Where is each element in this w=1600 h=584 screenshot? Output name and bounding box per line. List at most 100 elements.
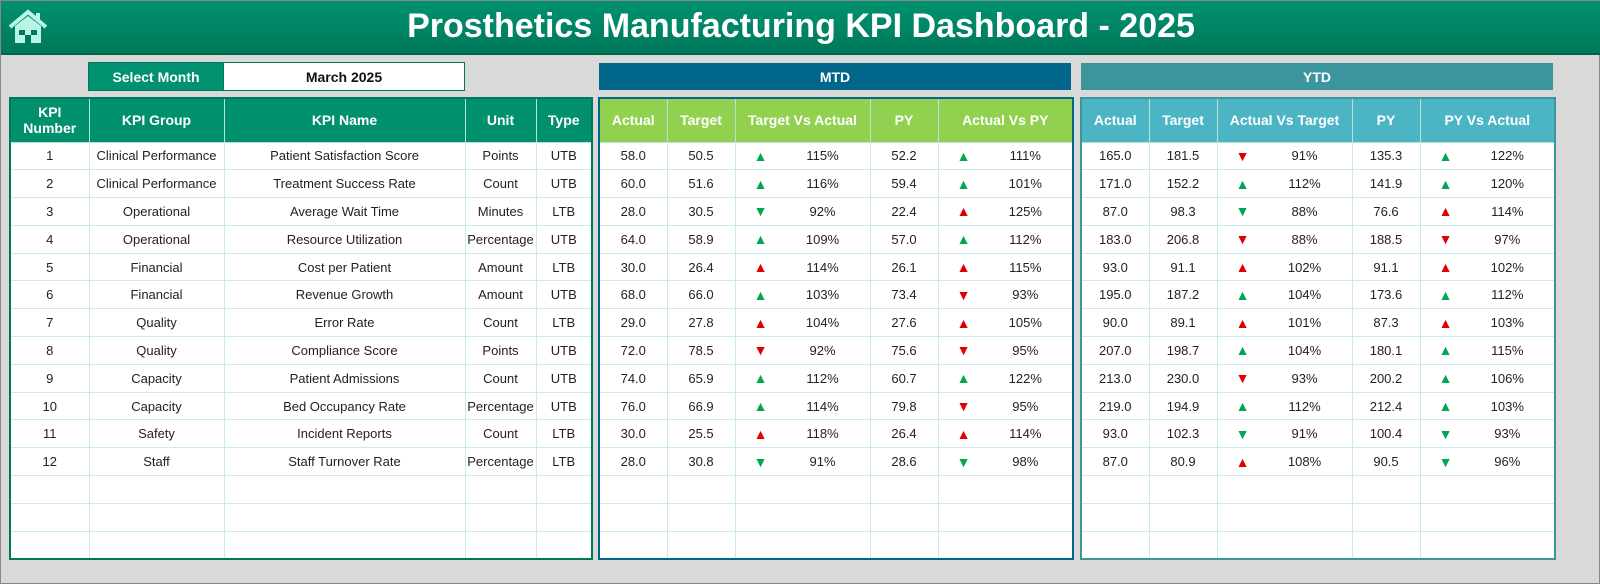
table-row: 93.0 91.1 ▲ 102% 91.1 ▲ 102% [1080,252,1556,282]
actual-vs-target: ▲ 104% [1218,337,1352,364]
actual-vs-py-cell: ▲ 105% [937,308,1074,338]
actual-vs-target: ▲ 108% [1218,448,1352,475]
empty-cell [1419,530,1556,560]
table-row: 9 Capacity Patient Admissions Count UTB [9,363,593,393]
py-vs-actual-percent: 114% [1491,203,1524,219]
mtd-py: 60.7 [869,363,939,393]
mtd-target: 27.8 [666,308,736,338]
kpi-type: UTB [535,391,593,421]
target-vs-actual: ▲ 116% [736,170,870,197]
actual-vs-py-percent: 105% [1008,315,1042,331]
table-row: 1 Clinical Performance Patient Satisfactio… [9,141,593,171]
mtd-target: 26.4 [666,252,736,282]
table-row [598,530,1074,560]
target-vs-actual-percent: 92% [809,203,836,219]
actual-vs-py-percent: 98% [1012,454,1039,470]
py-vs-actual-cell: ▲ 120% [1419,169,1556,199]
py-vs-actual-percent: 120% [1490,176,1524,192]
actual-vs-py-percent: 112% [1009,231,1042,247]
target-vs-actual-percent: 92% [809,342,836,358]
triangle-up-icon: ▲ [956,259,971,276]
py-vs-actual-cell: ▼ 97% [1419,224,1556,254]
kpi-type: LTB [535,308,593,338]
triangle-up-icon: ▲ [1438,370,1453,387]
kpi-group: Capacity [88,391,225,421]
target-vs-actual: ▲ 104% [736,309,870,336]
kpi-num: 2 [9,169,90,199]
triangle-up-icon: ▲ [956,203,971,220]
ytd-actual: 171.0 [1080,169,1150,199]
actual-vs-target-cell: ▼ 88% [1216,224,1353,254]
triangle-up-icon: ▲ [753,286,768,303]
actual-vs-py-percent: 101% [1008,176,1042,192]
triangle-down-icon: ▼ [1235,425,1250,442]
triangle-up-icon: ▲ [1438,314,1453,331]
py-vs-actual: ▼ 97% [1421,226,1555,253]
py-vs-actual: ▲ 114% [1421,198,1555,225]
py-vs-actual-cell: ▲ 102% [1419,252,1556,282]
mtd-actual: 72.0 [598,336,668,365]
month-dropdown[interactable]: March 2025 [223,62,465,91]
target-vs-actual: ▲ 114% [736,254,870,281]
kpi-unit: Amount [464,280,537,310]
mtd-actual: 29.0 [598,308,668,338]
ytd-target: 80.9 [1148,447,1218,477]
kpi-type: LTB [535,252,593,282]
target-vs-actual-cell: ▲ 115% [734,141,871,171]
empty-cell [734,530,871,560]
actual-vs-target-percent: 102% [1287,259,1322,275]
ytd-py: 76.6 [1351,197,1421,226]
kpi-type: UTB [535,141,593,171]
table-row: 6 Financial Revenue Growth Amount UTB [9,280,593,310]
dashboard-title: Prosthetics Manufacturing KPI Dashboard … [407,7,1195,45]
actual-vs-py: ▲ 122% [939,365,1073,392]
kpi-num: 5 [9,252,90,282]
triangle-up-icon: ▲ [1438,175,1453,192]
mtd-banner: MTD [599,63,1071,90]
column-header: KPI Number [9,97,90,143]
triangle-down-icon: ▼ [956,342,971,359]
target-vs-actual-percent: 91% [809,454,836,470]
ytd-py: 90.5 [1351,447,1421,477]
target-vs-actual-percent: 115% [806,148,839,164]
ytd-py: 87.3 [1351,308,1421,338]
table-row: 68.0 66.0 ▲ 103% 73.4 ▼ 93% [598,280,1074,310]
triangle-up-icon: ▲ [1235,286,1250,303]
kpi-unit: Amount [464,252,537,282]
ytd-actual: 195.0 [1080,280,1150,310]
home-icon[interactable] [7,7,49,47]
py-vs-actual-cell: ▼ 96% [1419,447,1556,477]
kpi-unit [464,530,537,560]
kpi-unit: Minutes [464,197,537,226]
kpi-unit: Percentage [464,447,537,477]
kpi-num: 6 [9,280,90,310]
table-row: 90.0 89.1 ▲ 101% 87.3 ▲ 103% [1080,308,1556,338]
mtd-actual: 64.0 [598,224,668,254]
actual-vs-target-percent: 104% [1287,287,1322,303]
kpi-group: Operational [88,224,225,254]
actual-vs-target-percent: 104% [1287,342,1322,358]
triangle-up-icon: ▲ [1438,147,1453,164]
column-header: Actual [1080,97,1150,143]
py-vs-actual: ▲ 103% [1421,393,1555,420]
actual-vs-py-cell: ▲ 112% [937,224,1074,254]
ytd-actual: 93.0 [1080,252,1150,282]
empty-cell [1216,475,1353,504]
kpi-num [9,475,90,504]
empty-cell [1148,475,1218,504]
py-vs-actual-cell: ▲ 115% [1419,336,1556,365]
table-row: 58.0 50.5 ▲ 115% 52.2 ▲ 111% [598,141,1074,171]
actual-vs-target-percent: 112% [1288,176,1321,192]
empty-cell [937,530,1074,560]
py-vs-actual-cell: ▲ 103% [1419,308,1556,338]
ytd-actual: 165.0 [1080,141,1150,171]
triangle-up-icon: ▲ [956,147,971,164]
table-row: 4 Operational Resource Utilization Percenta… [9,224,593,254]
mtd-table: Actual Target Target Vs Actual PY Actual Vs … [598,97,1074,560]
py-vs-actual: ▲ 122% [1421,143,1555,170]
table-row: 11 Safety Incident Reports Count LTB [9,419,593,449]
kpi-type [535,530,593,560]
actual-vs-py-cell: ▲ 122% [937,363,1074,393]
actual-vs-target-cell: ▼ 93% [1216,363,1353,393]
py-vs-actual-cell: ▲ 103% [1419,391,1556,421]
